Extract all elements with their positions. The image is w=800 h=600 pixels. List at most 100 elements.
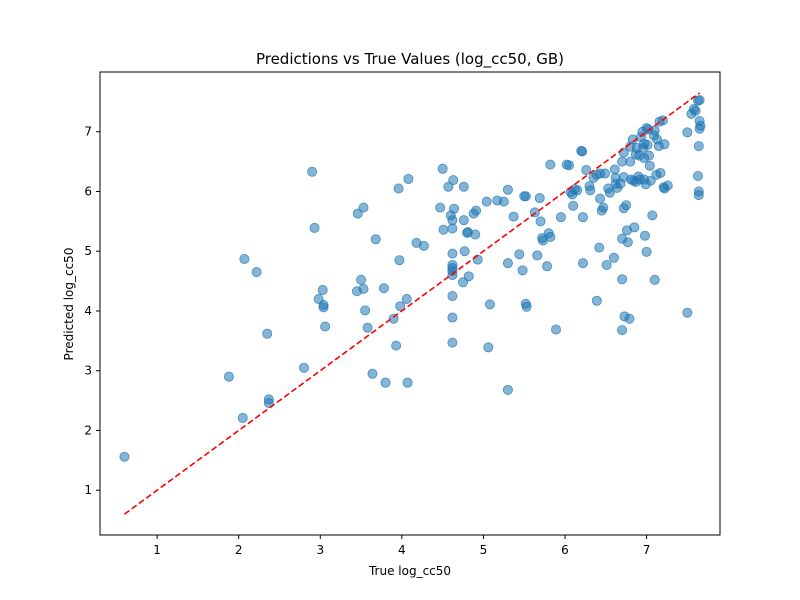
data-point — [521, 301, 532, 312]
data-point — [471, 205, 482, 216]
data-point — [438, 224, 449, 235]
data-point — [307, 166, 318, 177]
y-axis-label: Predicted log_cc50 — [62, 248, 76, 361]
x-tick-label: 7 — [643, 543, 651, 557]
data-point — [693, 141, 704, 152]
data-point — [545, 159, 556, 170]
y-tick-label: 4 — [84, 304, 92, 318]
data-point — [617, 274, 628, 285]
data-point — [617, 325, 628, 336]
reference-line — [124, 92, 701, 515]
data-point — [508, 211, 519, 222]
data-point — [262, 328, 273, 339]
data-point — [644, 160, 655, 171]
data-point — [395, 301, 406, 312]
data-point — [239, 253, 250, 264]
y-tick-label: 5 — [84, 244, 92, 258]
data-point — [403, 173, 414, 184]
data-point — [690, 105, 701, 116]
data-point — [318, 302, 329, 313]
data-point — [388, 313, 399, 324]
data-point — [459, 246, 470, 257]
x-tick-label: 2 — [235, 543, 243, 557]
data-point — [517, 265, 528, 276]
data-point — [624, 313, 635, 324]
data-point — [642, 139, 653, 150]
data-point — [695, 120, 706, 131]
data-point — [437, 163, 448, 174]
data-point — [447, 291, 458, 302]
data-point — [545, 231, 556, 242]
data-point — [520, 191, 531, 202]
data-point — [659, 139, 670, 150]
data-point — [591, 295, 602, 306]
data-point — [555, 212, 566, 223]
data-point — [263, 397, 274, 408]
data-point — [447, 248, 458, 259]
data-point — [568, 200, 579, 211]
data-point — [647, 210, 658, 221]
data-point — [298, 362, 309, 373]
data-point — [644, 150, 655, 161]
data-point — [251, 267, 262, 278]
x-tick-label: 4 — [398, 543, 406, 557]
data-point — [639, 230, 650, 241]
x-tick-label: 5 — [480, 543, 488, 557]
data-point — [394, 255, 405, 266]
data-point — [458, 215, 469, 226]
data-point — [649, 274, 660, 285]
data-point — [641, 246, 652, 257]
y-axis: 1 2 3 4 5 6 7 — [84, 125, 100, 497]
data-point — [362, 322, 373, 333]
data-point — [594, 242, 605, 253]
data-point — [449, 203, 460, 214]
data-point — [502, 384, 513, 395]
data-point — [435, 202, 446, 213]
data-point — [458, 181, 469, 192]
y-tick-label: 2 — [84, 423, 92, 437]
data-point — [447, 215, 458, 226]
data-point — [577, 212, 588, 223]
data-point — [401, 294, 412, 305]
data-point — [356, 274, 367, 285]
data-point — [693, 190, 704, 201]
data-point — [393, 183, 404, 194]
data-point — [370, 234, 381, 245]
data-point — [534, 193, 545, 204]
x-tick-label: 3 — [316, 543, 324, 557]
data-point — [447, 223, 458, 234]
data-point — [564, 160, 575, 171]
plot-frame — [99, 71, 721, 536]
data-point — [551, 324, 562, 335]
data-point — [380, 377, 391, 388]
data-point — [463, 271, 474, 282]
data-point — [692, 170, 703, 181]
data-point — [502, 258, 513, 269]
data-point — [577, 258, 588, 269]
data-point — [532, 250, 543, 261]
data-point — [309, 222, 320, 233]
data-point — [378, 283, 389, 294]
data-point — [598, 202, 609, 213]
y-tick-label: 3 — [84, 364, 92, 378]
data-point — [447, 337, 458, 348]
data-point — [601, 259, 612, 270]
data-point — [498, 196, 509, 207]
data-point — [358, 202, 369, 213]
data-point — [577, 146, 588, 157]
data-point — [625, 156, 636, 167]
data-point — [662, 180, 673, 191]
data-point — [483, 342, 494, 353]
data-point — [621, 200, 632, 211]
data-point — [320, 321, 331, 332]
data-point — [418, 240, 429, 251]
data-point — [572, 185, 583, 196]
data-point — [629, 222, 640, 233]
data-point — [402, 377, 413, 388]
data-point — [502, 184, 513, 195]
y-tick-label: 6 — [84, 184, 92, 198]
data-point — [694, 95, 705, 106]
data-point — [514, 249, 525, 260]
data-point — [599, 168, 610, 179]
